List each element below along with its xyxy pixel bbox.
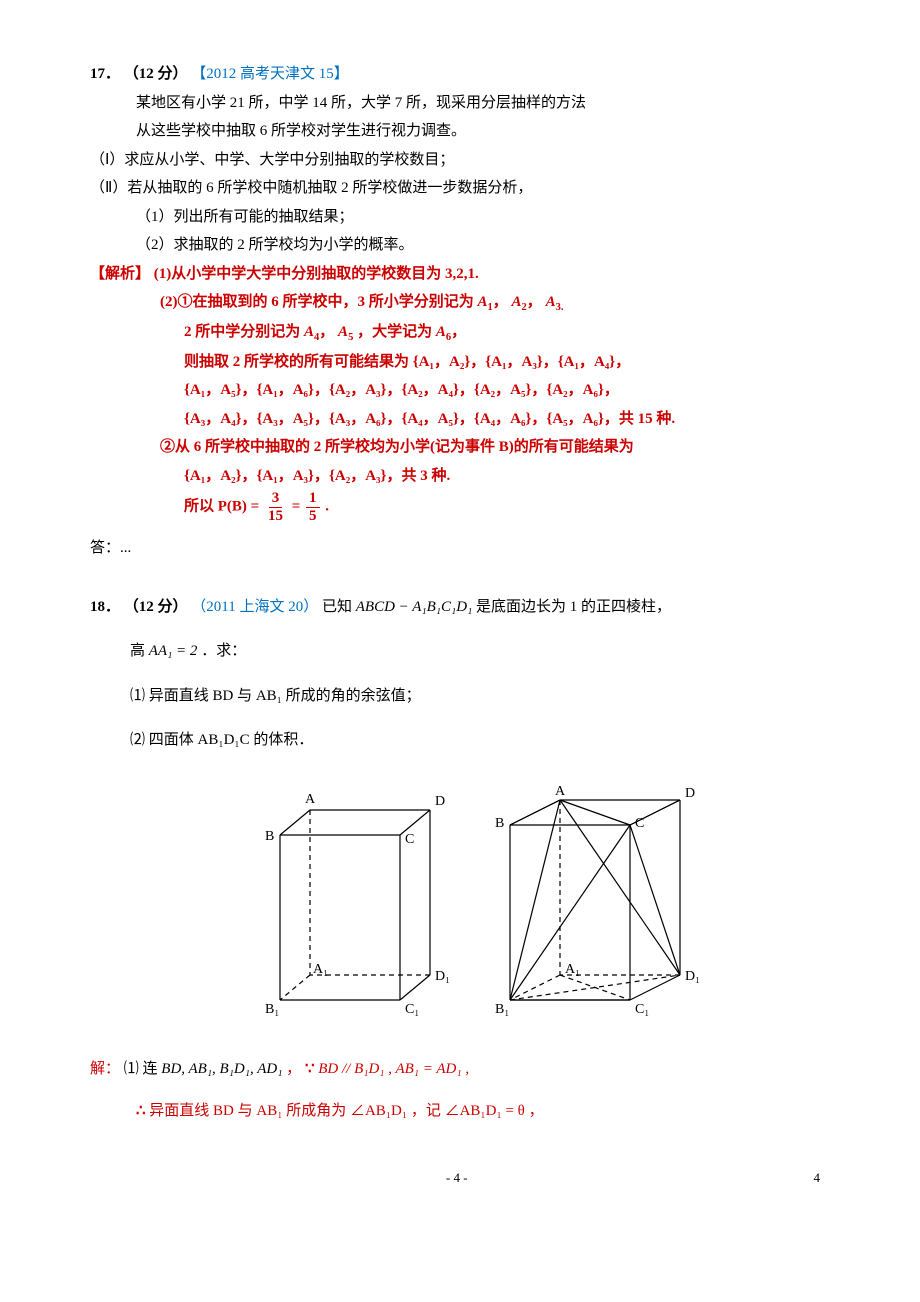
label-C-r: C	[635, 816, 644, 831]
sol-2e: {A₁，A₂}，{A₁，A₃}，{A₂，A₃}，共 3 种.	[184, 462, 830, 491]
footer-right: 4	[814, 1166, 821, 1191]
label-A: A	[305, 792, 316, 807]
sol-2b: 2 所中学分别记为 A4， A5 ，大学记为 A6，	[184, 318, 830, 348]
sol-label: 解：	[90, 1061, 120, 1077]
label-B-r: B	[495, 816, 504, 831]
problem-18: 18． （12 分） （2011 上海文 20） 已知 ABCD − A₁B₁C…	[90, 593, 830, 1126]
q17-part2-2: （2）求抽取的 2 所学校均为小学的概率。	[136, 231, 830, 260]
pairs-l3: {A₃，A₄}，{A₃，A₅}，{A₃，A₆}，{A₄，A₅}，{A₄，A₆}，…	[184, 405, 830, 434]
q18-q2: ⑵ 四面体 AB₁D₁C 的体积．	[130, 726, 830, 755]
label-B: B	[265, 829, 274, 844]
q18-number: 18．	[90, 599, 120, 615]
q17-solution: 【解析】 (1)从小学中学大学中分别抽取的学校数目为 3,2,1.	[90, 260, 830, 289]
fraction-2: 1 5	[306, 490, 320, 524]
fraction-1: 3 15	[265, 490, 286, 524]
q17-points: （12 分）	[124, 66, 188, 82]
label-A1-r: A₁	[565, 962, 580, 977]
q17-answer: 答：...	[90, 534, 830, 563]
diagram-row: A D B C A₁ D₁ B₁ C₁	[150, 785, 830, 1015]
pairs-l2: {A₁，A₅}，{A₁，A₆}，{A₂，A₃}，{A₂，A₄}，{A₂，A₅}，…	[184, 376, 830, 405]
prism-diagram-left: A D B C A₁ D₁ B₁ C₁	[265, 785, 465, 1015]
label-D-r: D	[685, 786, 695, 801]
label-D1-r: D₁	[685, 969, 700, 984]
q18-stem-b: 是底面边长为 1 的正四棱柱，	[476, 599, 671, 615]
q18-source: （2011 上海文 20）	[191, 599, 318, 615]
label-B1: B₁	[265, 1002, 279, 1017]
sol-head: 【解析】	[90, 266, 150, 282]
label-C1: C₁	[405, 1002, 419, 1017]
label-D: D	[435, 794, 445, 809]
label-A-r: A	[555, 784, 566, 799]
q18-stem-a: 已知	[322, 599, 356, 615]
label-C1-r: C₁	[635, 1002, 649, 1017]
q17-part2-1: （1）列出所有可能的抽取结果；	[136, 203, 830, 232]
q17-number: 17．	[90, 66, 120, 82]
label-C: C	[405, 832, 414, 847]
q17-stem-l2: 从这些学校中抽取 6 所学校对学生进行视力调查。	[136, 117, 830, 146]
q18-sol-line1: 解： ⑴ 连 BD, AB₁, B₁D₁, AD₁ ， ∵ BD // B₁D₁…	[90, 1055, 830, 1084]
therefore-symbol: ∴	[136, 1103, 146, 1119]
prism-diagram-right: A D B C A₁ D₁ B₁ C₁	[495, 785, 715, 1015]
sol-2d: ②从 6 所学校中抽取的 2 所学校均为小学(记为事件 B)的所有可能结果为	[160, 433, 830, 462]
q18-height-line: 高 AA₁ = 2 ．求：	[130, 637, 830, 666]
label-D1: D₁	[435, 969, 450, 984]
q17-stem-l1: 某地区有小学 21 所，中学 14 所，大学 7 所，现采用分层抽样的方法	[136, 89, 830, 118]
label-A1: A₁	[313, 962, 328, 977]
q17-part2: （Ⅱ）若从抽取的 6 所学校中随机抽取 2 所学校做进一步数据分析，	[90, 174, 830, 203]
page-footer: - 4 - 4	[90, 1166, 830, 1191]
q18-q1: ⑴ 异面直线 BD 与 AB₁ 所成的角的余弦值；	[130, 682, 830, 711]
sol-2a: (2)①在抽取到的 6 所学校中，3 所小学分别记为 A1， A2， A3.	[160, 288, 830, 318]
footer-center: - 4 -	[100, 1166, 814, 1191]
sol-1: (1)从小学中学大学中分别抽取的学校数目为 3,2,1.	[154, 266, 479, 282]
label-B1-r: B₁	[495, 1002, 509, 1017]
because-symbol: ∵	[305, 1061, 315, 1077]
q18-prism: ABCD − A₁B₁C₁D₁	[356, 599, 473, 615]
q18-points: （12 分）	[124, 599, 188, 615]
q17-source: 【2012 高考天津文 15】	[191, 66, 349, 82]
sol-2f: 所以 P(B) = 3 15 = 1 5 .	[184, 490, 830, 524]
problem-17: 17． （12 分） 【2012 高考天津文 15】 某地区有小学 21 所，中…	[90, 60, 830, 563]
q18-sol-line2: ∴ 异面直线 BD 与 AB₁ 所成角为 ∠AB₁D₁ ，记 ∠AB₁D₁ = …	[136, 1097, 830, 1126]
sol-2c: 则抽取 2 所学校的所有可能结果为 {A₁，A₂}，{A₁，A₃}，{A₁，A₄…	[184, 348, 830, 377]
q17-part1: （Ⅰ）求应从小学、中学、大学中分别抽取的学校数目；	[90, 146, 830, 175]
